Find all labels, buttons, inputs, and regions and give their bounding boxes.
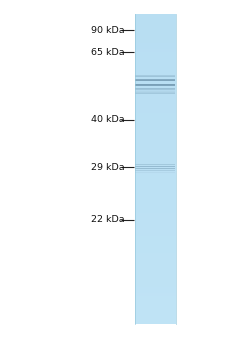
Text: 40 kDa: 40 kDa [91, 116, 125, 124]
Text: 22 kDa: 22 kDa [91, 215, 125, 224]
Text: 29 kDa: 29 kDa [91, 163, 125, 172]
Text: 65 kDa: 65 kDa [91, 48, 125, 57]
Text: 90 kDa: 90 kDa [91, 26, 125, 35]
